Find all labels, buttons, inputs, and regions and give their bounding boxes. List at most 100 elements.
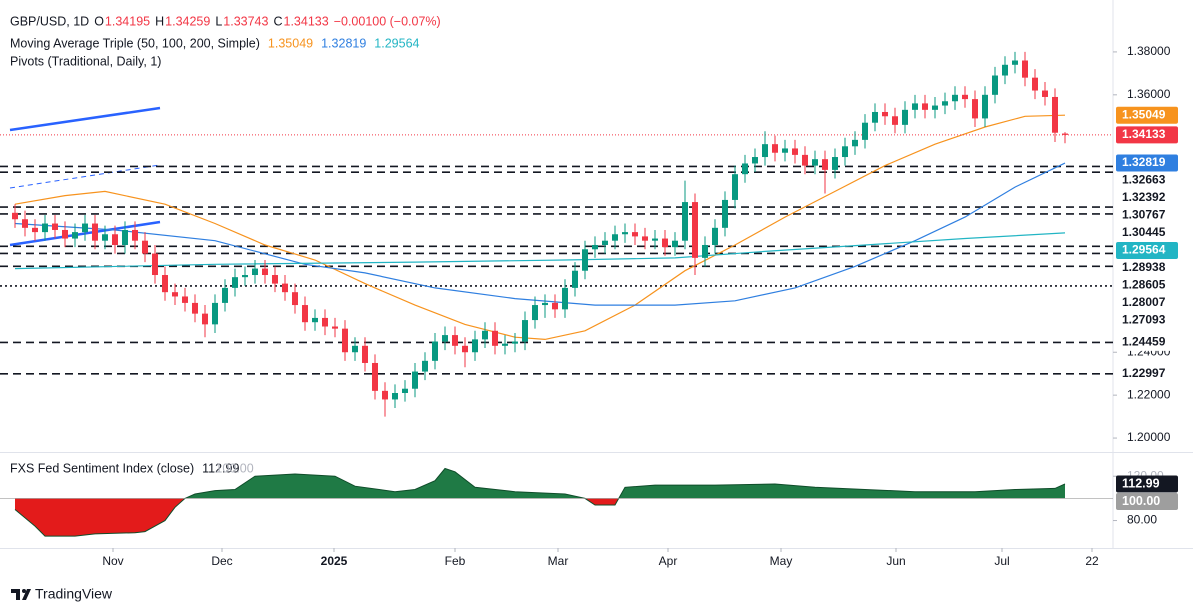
- candle-body: [322, 317, 328, 327]
- candle-body: [982, 94, 988, 119]
- candle-body: [1022, 60, 1028, 78]
- ohlc-value: 1.34133: [284, 14, 329, 28]
- price-badge: [1116, 259, 1178, 277]
- sentiment-line: [14, 467, 1066, 537]
- candle-body: [812, 159, 818, 166]
- candle-body: [22, 219, 28, 228]
- x-tick-label: May: [770, 554, 793, 568]
- candle-body: [262, 268, 268, 276]
- candle-body: [862, 122, 868, 140]
- price-badge: [1116, 333, 1178, 351]
- candle-body: [672, 240, 678, 248]
- candle-body: [652, 238, 658, 241]
- price-badge: [1116, 224, 1178, 242]
- candle-body: [512, 341, 518, 344]
- candle-body: [192, 302, 198, 314]
- price-badge-label: 1.28605: [1122, 278, 1166, 292]
- candle-body: [702, 244, 708, 258]
- ma-legend-value: 1.35049: [268, 36, 313, 50]
- candle-body: [1042, 90, 1048, 97]
- candle-body: [122, 229, 128, 245]
- candle-body: [432, 341, 438, 361]
- ohlc-value: 1.34195: [105, 14, 150, 28]
- price-badge-label: 1.28007: [1122, 295, 1166, 309]
- candle-body: [872, 111, 878, 123]
- candle-body: [382, 390, 388, 400]
- pivots-title: Pivots (Traditional, Daily, 1): [10, 54, 161, 68]
- candle-body: [362, 345, 368, 363]
- ohlc-value: 1.34259: [165, 14, 210, 28]
- candle-body: [632, 232, 638, 237]
- candle-body: [792, 148, 798, 155]
- candle-body: [462, 345, 468, 353]
- ma-title: Moving Average Triple (50, 100, 200, Sim…: [10, 36, 260, 50]
- price-badge: [1116, 277, 1178, 295]
- candle-body: [612, 234, 618, 241]
- candle-body: [442, 335, 448, 342]
- candle-body: [42, 223, 48, 233]
- candle-body: [272, 275, 278, 284]
- sentiment-value: 112.99: [202, 461, 239, 475]
- y-tick-label: 1.38000: [1127, 44, 1171, 58]
- candle-body: [482, 330, 488, 340]
- candle-body: [162, 275, 168, 293]
- candle-body: [352, 345, 358, 353]
- candle-body: [172, 292, 178, 297]
- candle-body: [392, 393, 398, 400]
- candle-body: [182, 296, 188, 303]
- trend-line: [9, 106, 161, 132]
- x-tick-label: Jul: [994, 554, 1009, 568]
- price-badge-label: 1.27093: [1122, 313, 1166, 327]
- brand: TradingView: [35, 586, 113, 602]
- candle-body: [282, 283, 288, 293]
- candle-body: [912, 103, 918, 110]
- price-badge: [1116, 242, 1178, 260]
- candle-body: [142, 240, 148, 254]
- candle-body: [782, 148, 788, 153]
- x-tick-label: Dec: [211, 554, 232, 568]
- x-tick-label: Jun: [886, 554, 905, 568]
- candle-body: [452, 335, 458, 346]
- candle-body: [252, 268, 258, 276]
- y-tick-label: 1.22000: [1127, 387, 1171, 401]
- candle-body: [1002, 64, 1008, 76]
- price-pane: [0, 51, 1113, 417]
- candle-body: [492, 330, 498, 346]
- sentiment-badge: [1116, 475, 1178, 493]
- candle-body: [112, 234, 118, 245]
- candle-body: [742, 163, 748, 175]
- x-tick-label: Feb: [445, 554, 466, 568]
- candle-body: [592, 244, 598, 250]
- ma-legend-value: 1.29564: [374, 36, 419, 50]
- candle-body: [102, 234, 108, 241]
- candle-body: [562, 287, 568, 310]
- price-badge-label: 1.32392: [1122, 190, 1166, 204]
- candle-body: [532, 305, 538, 321]
- ohlc-label: H: [155, 14, 164, 28]
- price-badge-label: 1.32663: [1122, 173, 1166, 187]
- candle-body: [242, 275, 248, 278]
- candle-body: [762, 144, 768, 158]
- candle-body: [732, 174, 738, 200]
- x-tick-label: 2025: [321, 554, 348, 568]
- x-tick-label: 22: [1085, 554, 1099, 568]
- baseline-badge: [1116, 492, 1178, 510]
- price-badge-label: 1.22997: [1122, 366, 1166, 380]
- candle-body: [332, 326, 338, 329]
- ohlc-label: C: [273, 14, 282, 28]
- candle-body: [712, 227, 718, 245]
- candle-body: [752, 157, 758, 164]
- sentiment-pane: [0, 467, 1113, 537]
- candle-body: [542, 302, 548, 306]
- price-badge-label: 1.35049: [1122, 107, 1166, 121]
- sentiment-title: FXS Fed Sentiment Index (close): [10, 461, 194, 475]
- candle-body: [212, 302, 218, 325]
- candle-body: [902, 109, 908, 125]
- candle-body: [62, 229, 68, 239]
- price-badge: [1116, 126, 1178, 144]
- price-badge: [1116, 207, 1178, 225]
- price-badge-label: 1.30767: [1122, 208, 1166, 222]
- ohlc-label: L: [215, 14, 222, 28]
